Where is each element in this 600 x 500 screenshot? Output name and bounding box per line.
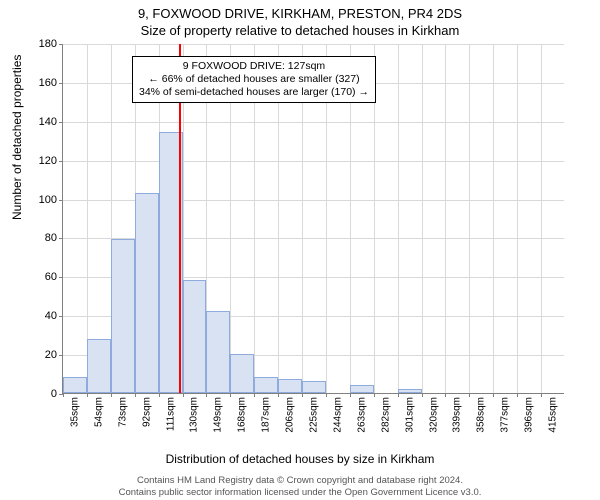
histogram-bar <box>398 389 422 393</box>
x-tick: 225sqm <box>309 393 320 433</box>
x-tick-mark <box>159 393 160 397</box>
x-tick-mark <box>326 393 327 397</box>
x-tick-mark <box>350 393 351 397</box>
y-tick: 120 <box>39 155 63 167</box>
histogram-bar <box>278 379 302 393</box>
x-tick-mark <box>254 393 255 397</box>
x-tick-mark <box>63 393 64 397</box>
x-tick: 149sqm <box>213 393 224 433</box>
x-tick-mark <box>206 393 207 397</box>
x-tick-mark <box>469 393 470 397</box>
footer-line1: Contains HM Land Registry data © Crown c… <box>0 475 600 486</box>
x-tick-mark <box>541 393 542 397</box>
annotation-line1: 9 FOXWOOD DRIVE: 127sqm <box>139 60 369 73</box>
x-tick: 377sqm <box>500 393 511 433</box>
annotation-box: 9 FOXWOOD DRIVE: 127sqm ← 66% of detache… <box>132 56 376 103</box>
histogram-bar <box>63 377 87 393</box>
x-tick: 263sqm <box>356 393 367 433</box>
gridline-v <box>517 44 518 393</box>
footer-attribution: Contains HM Land Registry data © Crown c… <box>0 475 600 498</box>
x-tick: 92sqm <box>141 393 152 427</box>
x-tick: 358sqm <box>476 393 487 433</box>
page-subtitle: Size of property relative to detached ho… <box>0 23 600 38</box>
x-tick: 339sqm <box>452 393 463 433</box>
histogram-bar <box>350 385 374 393</box>
x-tick-mark <box>493 393 494 397</box>
histogram-bar <box>206 311 230 393</box>
gridline-h <box>63 44 564 45</box>
y-tick: 0 <box>51 388 63 400</box>
x-tick-mark <box>517 393 518 397</box>
y-tick: 100 <box>39 194 63 206</box>
y-tick: 80 <box>45 232 63 244</box>
x-tick: 130sqm <box>189 393 200 433</box>
x-tick: 415sqm <box>548 393 559 433</box>
x-tick: 54sqm <box>93 393 104 427</box>
histogram-bar <box>135 193 159 393</box>
gridline-v <box>422 44 423 393</box>
y-tick: 140 <box>39 116 63 128</box>
x-axis-label: Distribution of detached houses by size … <box>0 452 600 466</box>
x-tick: 35sqm <box>69 393 80 427</box>
y-tick: 20 <box>45 349 63 361</box>
x-tick: 244sqm <box>332 393 343 433</box>
x-tick-mark <box>374 393 375 397</box>
page-title: 9, FOXWOOD DRIVE, KIRKHAM, PRESTON, PR4 … <box>0 6 600 21</box>
y-tick: 180 <box>39 38 63 50</box>
x-tick-mark <box>302 393 303 397</box>
x-tick: 168sqm <box>237 393 248 433</box>
annotation-line2: ← 66% of detached houses are smaller (32… <box>139 73 369 86</box>
gridline-v <box>469 44 470 393</box>
y-axis-label: Number of detached properties <box>10 55 24 220</box>
y-tick: 40 <box>45 310 63 322</box>
histogram-bar <box>254 377 278 393</box>
footer-line2: Contains public sector information licen… <box>0 487 600 498</box>
histogram-bar <box>183 280 207 393</box>
x-tick: 111sqm <box>165 393 176 431</box>
x-tick: 73sqm <box>117 393 128 427</box>
annotation-line3: 34% of semi-detached houses are larger (… <box>139 86 369 99</box>
histogram-bar <box>111 239 135 393</box>
x-tick: 206sqm <box>285 393 296 433</box>
x-tick: 396sqm <box>524 393 535 433</box>
x-tick-mark <box>87 393 88 397</box>
y-tick: 160 <box>39 77 63 89</box>
gridline-v <box>541 44 542 393</box>
x-tick-mark <box>183 393 184 397</box>
gridline-h <box>63 161 564 162</box>
gridline-v <box>493 44 494 393</box>
gridline-v <box>398 44 399 393</box>
x-tick: 187sqm <box>261 393 272 433</box>
histogram-bar <box>302 381 326 393</box>
histogram-bar <box>230 354 254 393</box>
x-tick-mark <box>398 393 399 397</box>
x-tick-mark <box>230 393 231 397</box>
x-tick-mark <box>135 393 136 397</box>
x-tick: 301sqm <box>404 393 415 433</box>
histogram-bar <box>87 339 111 393</box>
x-tick-mark <box>445 393 446 397</box>
x-tick-mark <box>278 393 279 397</box>
x-tick: 320sqm <box>428 393 439 433</box>
x-tick: 282sqm <box>380 393 391 433</box>
y-tick: 60 <box>45 271 63 283</box>
gridline-h <box>63 122 564 123</box>
gridline-v <box>445 44 446 393</box>
x-tick-mark <box>111 393 112 397</box>
histogram-chart: 02040608010012014016018035sqm54sqm73sqm9… <box>62 44 564 394</box>
x-tick-mark <box>422 393 423 397</box>
